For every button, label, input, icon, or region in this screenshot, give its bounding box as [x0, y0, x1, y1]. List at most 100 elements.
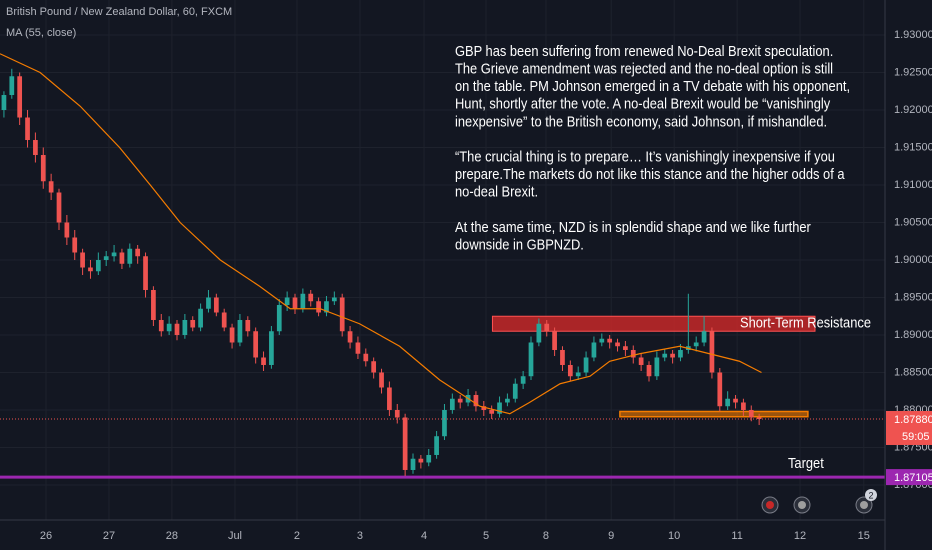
candle-body [481, 406, 487, 410]
candle-body [143, 256, 148, 290]
candle-body [206, 297, 211, 309]
candle-body [725, 398, 731, 407]
candle-body [741, 402, 746, 410]
candle-body [591, 342, 597, 358]
event-badge-bg [865, 489, 877, 501]
y-tick-label: 1.90500 [894, 216, 932, 228]
candle-body [25, 117, 30, 141]
candle-body [567, 364, 573, 377]
candle-body [331, 297, 337, 302]
candle-body [56, 192, 62, 223]
candle-body [355, 342, 361, 354]
candle-body [402, 417, 408, 470]
y-tick-label: 1.91000 [894, 179, 932, 191]
x-tick-label: 28 [166, 530, 178, 542]
chart-title: British Pound / New Zealand Dollar, 60, … [6, 6, 232, 18]
candle-body [158, 319, 164, 332]
annotation: GBP has been suffering from renewed No-D… [455, 42, 850, 253]
candle-body [308, 293, 314, 302]
candle-body [292, 297, 298, 309]
candle-body [489, 409, 495, 414]
countdown-label: 59:05 [902, 431, 930, 443]
x-tick-label: 15 [858, 530, 870, 542]
annotation-line: prepare.The markets do not like this sta… [455, 165, 845, 182]
candle-body [552, 331, 557, 350]
target-price-box [886, 469, 932, 486]
candle-body [544, 323, 550, 332]
candle-body [394, 409, 400, 418]
candle-body [512, 383, 518, 399]
y-tick-label: 1.92000 [894, 104, 932, 116]
event-flag [860, 501, 868, 509]
candle-body [583, 357, 589, 373]
candle-body [607, 338, 613, 343]
y-tick-label: 1.92500 [894, 66, 932, 78]
y-tick-label: 1.89500 [894, 291, 932, 303]
candle-body [339, 297, 345, 332]
candle-body [64, 222, 70, 238]
candle-body [269, 331, 274, 365]
candle-body [237, 319, 243, 343]
marks [0, 53, 885, 476]
candle-body [213, 297, 219, 313]
x-tick-label: 3 [357, 530, 363, 542]
candle-body [733, 398, 738, 403]
candle-body [127, 248, 133, 264]
x-tick-label: 5 [483, 530, 489, 542]
candle-body [379, 372, 384, 388]
candle-body [693, 342, 699, 347]
annotation-line: inexpensive” to the British economy, sai… [455, 112, 827, 129]
candle-body [709, 331, 715, 373]
candle-body [40, 155, 46, 182]
candle-body [72, 237, 78, 253]
candle-body [33, 140, 38, 156]
candle-body [623, 346, 628, 350]
candle-body [670, 353, 675, 358]
candle-body [182, 319, 188, 335]
candle-body [9, 76, 15, 96]
annotation-line: downside in GBPNZD. [455, 236, 584, 253]
candle-body [638, 357, 644, 365]
candle-body [190, 319, 196, 328]
zones: Target [0, 315, 885, 479]
support-zone [619, 410, 809, 418]
event-flag [798, 501, 806, 509]
candle-body [198, 308, 203, 328]
candle-body [520, 376, 526, 384]
target-label: Target [788, 454, 824, 471]
annotation-line: Hunt, shortly after the vote. A no-deal … [455, 95, 830, 112]
candle-body [536, 323, 542, 343]
x-tick-label: 26 [40, 530, 52, 542]
candle-body [505, 398, 510, 403]
candle-body [245, 319, 251, 332]
x-tick-label: 27 [103, 530, 115, 542]
candle-body [95, 260, 101, 272]
candle-body [119, 252, 125, 264]
candle-body [363, 353, 369, 362]
candle-body [221, 312, 227, 328]
x-tick-label: 11 [731, 530, 742, 542]
candle-body [174, 323, 180, 335]
candle-body [347, 331, 353, 343]
candle-body [457, 398, 463, 403]
candle-body [300, 293, 306, 309]
candle-body [111, 252, 117, 257]
candle-body [678, 349, 683, 358]
candle-body [560, 349, 565, 365]
candle-body [575, 372, 581, 377]
event-icons: 2 [761, 489, 877, 514]
candle-body [449, 398, 455, 410]
candle-body [371, 361, 377, 373]
target-price-label: 1.87105 [894, 472, 932, 484]
event-badge: 2 [868, 490, 873, 500]
x-tick-label: Jul [228, 530, 242, 542]
x-tick-label: 8 [543, 530, 549, 542]
candle-body [316, 301, 321, 313]
candle-body [166, 323, 172, 332]
moving-average [0, 53, 762, 415]
y-tick-label: 1.88500 [894, 366, 932, 378]
last-price-box [886, 410, 932, 445]
candle-body [426, 454, 432, 463]
candle-body [324, 301, 329, 313]
